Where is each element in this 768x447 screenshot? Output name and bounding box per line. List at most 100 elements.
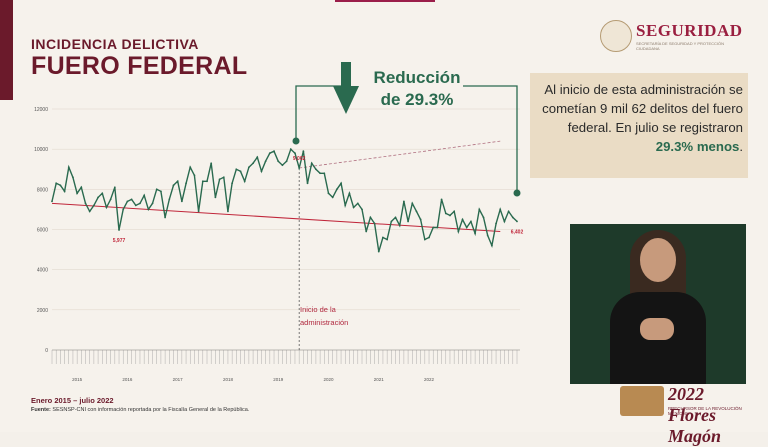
data-point	[227, 210, 229, 213]
data-point	[222, 176, 225, 179]
data-point	[130, 198, 133, 201]
data-point	[51, 200, 53, 203]
data-point	[289, 148, 292, 151]
portrait-image	[620, 386, 664, 416]
data-point	[390, 220, 393, 223]
x-year-label: 2022	[424, 377, 435, 382]
x-year-label: 2017	[173, 377, 184, 382]
data-point	[180, 200, 183, 203]
data-point	[239, 170, 242, 173]
data-point	[214, 196, 217, 199]
data-point	[415, 210, 418, 213]
data-point	[444, 212, 447, 215]
data-point	[294, 152, 296, 155]
title-line-1: INCIDENCIA DELICTIVA	[31, 36, 199, 52]
data-point	[323, 172, 326, 175]
data-point	[344, 204, 347, 207]
start-marker	[292, 137, 300, 145]
data-point	[285, 160, 288, 163]
data-point	[465, 226, 468, 229]
data-point	[206, 180, 208, 183]
data-point	[310, 162, 313, 165]
data-point	[486, 234, 489, 237]
source-label: Fuente:	[31, 407, 51, 413]
data-point	[264, 160, 267, 163]
data-point	[449, 214, 451, 217]
data-point	[499, 208, 502, 211]
data-point	[147, 208, 150, 211]
admin-annotation-line2: administración	[300, 318, 348, 327]
accent-bar	[0, 0, 13, 100]
data-point	[160, 190, 162, 193]
data-point	[474, 232, 477, 235]
data-point	[59, 184, 62, 187]
data-point	[457, 230, 460, 233]
page-title: FUERO FEDERAL	[31, 52, 248, 80]
data-point	[172, 184, 175, 187]
data-point	[436, 226, 439, 229]
data-point	[478, 208, 481, 211]
data-point	[511, 216, 514, 219]
data-point	[134, 204, 137, 207]
x-year-label: 2021	[374, 377, 385, 382]
logo-word: SEGURIDAD	[636, 21, 743, 40]
y-tick-label: 4000	[37, 268, 48, 274]
data-point	[218, 178, 221, 181]
data-point	[402, 200, 405, 203]
data-label: 5,977	[113, 238, 126, 244]
note-bold: 29.3% menos	[655, 139, 740, 154]
data-point	[490, 244, 493, 247]
data-point	[256, 156, 259, 159]
data-point	[164, 216, 167, 219]
data-point	[419, 218, 422, 221]
sign-language-video	[570, 224, 746, 384]
data-point	[92, 204, 95, 207]
x-year-label: 2019	[273, 377, 284, 382]
data-point	[461, 218, 464, 221]
data-point	[193, 174, 196, 177]
data-point	[298, 167, 301, 169]
y-tick-label: 10000	[34, 147, 48, 153]
data-point	[105, 206, 108, 209]
reduction-line2: de 29.3%	[380, 90, 454, 109]
data-point	[273, 150, 275, 153]
data-label: 9,062	[293, 156, 306, 162]
data-point	[352, 206, 355, 209]
x-year-label: 2020	[323, 377, 334, 382]
data-point	[428, 236, 430, 239]
year-logo-caption: PRECURSOR DE LA REVOLUCIÓN MEXICANA	[668, 406, 742, 416]
data-label: 6,402	[511, 229, 524, 235]
projection-line	[299, 140, 501, 169]
data-point	[122, 208, 125, 211]
admin-annotation-line1: Inicio de la	[300, 305, 337, 314]
y-tick-label: 0	[45, 348, 48, 354]
down-arrow-icon	[333, 62, 359, 114]
data-point	[340, 182, 342, 185]
data-point	[113, 186, 116, 189]
data-point	[168, 198, 171, 201]
slide: INCIDENCIA DELICTIVA FUERO FEDERAL SEGUR…	[0, 0, 750, 446]
data-point	[235, 168, 238, 171]
x-year-label: 2018	[223, 377, 234, 382]
data-point	[382, 236, 384, 239]
source-text: SESNSP-CNI con información reportada por…	[52, 407, 250, 413]
interpreter-hands	[640, 318, 674, 340]
data-point	[453, 210, 456, 213]
note-plain: Al inicio de esta administración se come…	[542, 82, 743, 135]
data-point	[315, 168, 317, 171]
end-marker	[513, 189, 521, 197]
data-point	[394, 216, 397, 219]
data-point	[335, 188, 338, 191]
data-point	[201, 180, 204, 183]
note-end: .	[739, 139, 743, 154]
y-tick-label: 6000	[37, 228, 48, 234]
reduction-line1: Reducción	[373, 68, 461, 87]
interpreter-face	[640, 238, 676, 282]
y-tick-label: 12000	[34, 107, 48, 113]
data-point	[143, 194, 146, 197]
data-point	[67, 166, 70, 169]
period-label: Enero 2015 – julio 2022	[31, 396, 114, 405]
x-year-label: 2016	[122, 377, 133, 382]
data-point	[361, 208, 363, 211]
year-logo: 2022 Flores Magón PRECURSOR DE LA REVOLU…	[620, 384, 750, 446]
